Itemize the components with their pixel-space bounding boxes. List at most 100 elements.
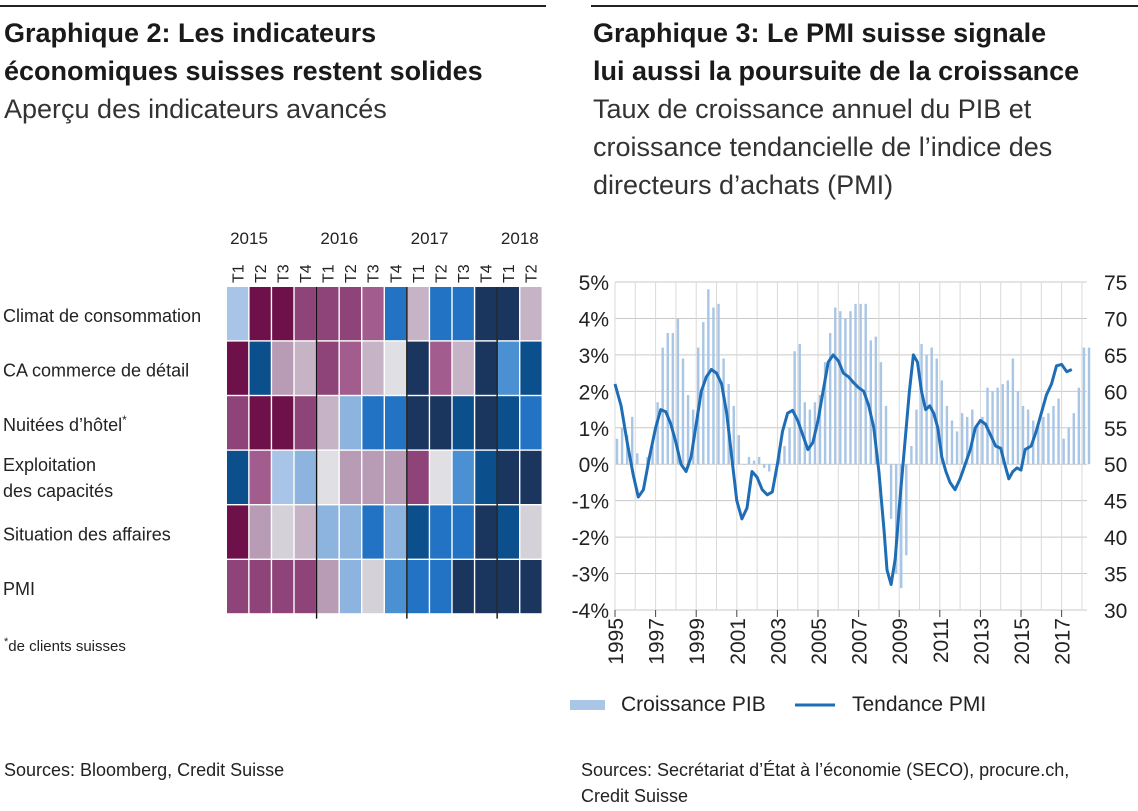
heatmap-cell (294, 396, 316, 450)
heatmap-cell (362, 450, 384, 504)
pib-bar (1077, 387, 1081, 465)
x-tick-label: 1997 (646, 618, 669, 665)
pib-bar (762, 464, 766, 468)
year-label: 2016 (320, 229, 358, 248)
row-label: PMI (3, 579, 35, 599)
x-tick-label: 2009 (889, 618, 912, 665)
heatmap-cell (430, 450, 452, 504)
pib-bar (1062, 438, 1065, 465)
pib-bar (884, 405, 888, 465)
left-source: Sources: Bloomberg, Credit Suisse (4, 760, 285, 780)
heatmap-cell (227, 505, 249, 559)
pib-bar (702, 322, 705, 465)
pib-bar (1037, 424, 1040, 465)
pib-bar (808, 409, 812, 465)
pib-bar (1011, 358, 1015, 465)
pib-bar (955, 431, 959, 465)
right-chart-title-line2: lui aussi la poursuite de la croissance (593, 56, 1080, 86)
pib-bar (1057, 398, 1060, 465)
pib-bar (676, 318, 680, 465)
quarter-label: T2 (343, 264, 360, 283)
pib-bar (757, 456, 761, 465)
x-tick-label: 1999 (686, 618, 709, 665)
pib-bar (844, 318, 847, 465)
pib-pmi-chart: 5% 4% 3% 2% 1% 0% -1% -2% -3% -4% 75 70 65 60 55 50 45 40… (570, 272, 1127, 716)
right-source-line1: Sources: Secrétariat d’État à l’économie… (581, 760, 1070, 780)
heatmap-cell (407, 396, 429, 450)
heatmap-cell (497, 287, 520, 341)
heatmap-cell (339, 505, 362, 559)
pib-bar (717, 303, 720, 465)
left-chart-title-line2: économiques suisses restent solides (4, 56, 483, 86)
heatmap-cell (475, 505, 497, 559)
heatmap-cell (384, 450, 407, 504)
y-left-tick-label: -2% (572, 527, 609, 550)
pib-bar (773, 464, 776, 465)
pib-bar (661, 347, 664, 465)
pib-bar (681, 358, 685, 465)
heatmap-cell (249, 287, 271, 341)
pib-bar (1067, 427, 1070, 465)
legend-label-pib: Croissance PIB (621, 693, 766, 716)
y-left-tick-label: -3% (572, 564, 609, 587)
pib-bar (834, 307, 837, 465)
pib-bar (641, 464, 644, 465)
legend-label-pmi: Tendance PMI (852, 693, 986, 716)
right-chart-title-line1: Graphique 3: Le PMI suisse signale (593, 18, 1047, 48)
heatmap-cell (520, 450, 542, 504)
y-left-tick-label: 3% (579, 345, 609, 368)
left-footnote: *de clients suisses (4, 636, 126, 655)
heatmap-cell (384, 560, 407, 614)
right-chart-subtitle-line3: directeurs d’achats (PMI) (593, 170, 894, 200)
quarter-label: T2 (524, 264, 541, 283)
heatmap-cell (272, 505, 294, 559)
heatmap-cell (407, 287, 429, 341)
y-left-tick-label: 1% (579, 418, 609, 441)
heatmap-cell (339, 396, 362, 450)
heatmap-cell (249, 505, 271, 559)
heatmap-cell (407, 505, 429, 559)
heatmap-cell (407, 450, 429, 504)
heatmap-cell (227, 450, 249, 504)
pib-bar (940, 380, 944, 465)
heatmap-cell (362, 287, 384, 341)
heatmap-cell (407, 341, 429, 395)
heatmap-cell (520, 341, 542, 395)
heatmap-cell (475, 560, 497, 614)
year-label: 2017 (411, 229, 449, 248)
heatmap-cell (520, 505, 542, 559)
pib-bar (671, 333, 675, 465)
heatmap-cell (520, 287, 542, 341)
pib-bar (915, 409, 918, 465)
heatmap-cell (317, 450, 339, 504)
footnote-text: de clients suisses (8, 638, 126, 655)
pib-bar (656, 402, 659, 465)
heatmap-cell (520, 396, 542, 450)
y-right-tick-label: 45 (1104, 491, 1127, 514)
heatmap-cell (407, 560, 429, 614)
pib-bar (620, 427, 624, 465)
heatmap-cell (384, 396, 407, 450)
y-left-tick-label: -1% (572, 491, 609, 514)
heatmap-cell (272, 341, 294, 395)
pib-bar (874, 336, 878, 465)
heatmap-cell (227, 396, 249, 450)
heatmap-cell (339, 560, 362, 614)
x-tick-label: 2003 (767, 618, 790, 665)
pib-bar (722, 358, 725, 465)
pib-bar (828, 333, 832, 465)
pib-bar (1052, 405, 1055, 465)
pib-bar (803, 402, 807, 465)
pib-bar (879, 362, 883, 465)
x-tick-label: 1995 (605, 618, 628, 665)
pib-bar (1087, 347, 1091, 465)
year-label: 2015 (230, 229, 268, 248)
quarter-label: T2 (433, 264, 450, 283)
heatmap-cell (339, 341, 362, 395)
pib-bar (864, 303, 867, 465)
heatmap-cell (452, 396, 474, 450)
pib-bar (818, 394, 822, 465)
heatmap-cell (294, 505, 316, 559)
pib-bar (930, 347, 933, 465)
y-left-tick-label: 4% (579, 308, 609, 331)
